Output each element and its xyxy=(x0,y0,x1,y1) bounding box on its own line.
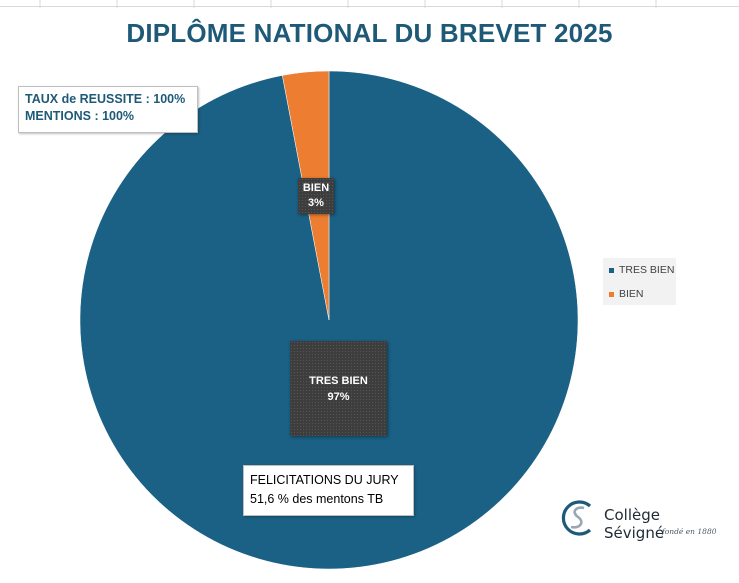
college-name: Collège Sévigné xyxy=(604,506,665,542)
mentions-rate-text: MENTIONS : 100% xyxy=(25,109,135,123)
college-tagline: fondé en 1880 xyxy=(662,527,717,536)
data-label-tres-bien-value: 97% xyxy=(327,390,350,403)
chart-title: DIPLÔME NATIONAL DU BREVET 2025 xyxy=(126,18,613,48)
data-label-bien-name: BIEN xyxy=(302,182,330,194)
chart-legend: TRES BIEN BIEN xyxy=(603,258,676,305)
legend-item-tres-bien: TRES BIEN xyxy=(609,264,674,276)
data-label-tres-bien: TRES BIEN 97% xyxy=(290,341,387,436)
legend-label-bien: BIEN xyxy=(619,288,644,300)
college-logo-icon xyxy=(561,500,592,536)
sheet-gridlines xyxy=(0,0,739,8)
college-logo: Collège Sévigné fondé en 1880 xyxy=(560,498,720,542)
legend-item-bien: BIEN xyxy=(609,288,644,300)
jury-congratulations-title: FELICITATIONS DU JURY xyxy=(250,473,399,487)
data-label-bien-value: 3% xyxy=(308,197,324,209)
legend-swatch-tres-bien xyxy=(609,267,614,273)
legend-label-tres-bien: TRES BIEN xyxy=(619,264,675,276)
success-rate-text: TAUX de REUSSITE : 100% xyxy=(25,92,186,106)
data-label-tres-bien-name: TRES BIEN xyxy=(309,374,368,387)
data-label-bien: BIEN 3% xyxy=(298,178,334,214)
jury-congratulations-detail: 51,6 % des mentons TB xyxy=(250,492,384,506)
jury-congratulations-box: FELICITATIONS DU JURY 51,6 % des mentons… xyxy=(243,465,414,516)
legend-swatch-bien xyxy=(609,291,614,297)
success-rate-box: TAUX de REUSSITE : 100% MENTIONS : 100% xyxy=(18,86,198,133)
